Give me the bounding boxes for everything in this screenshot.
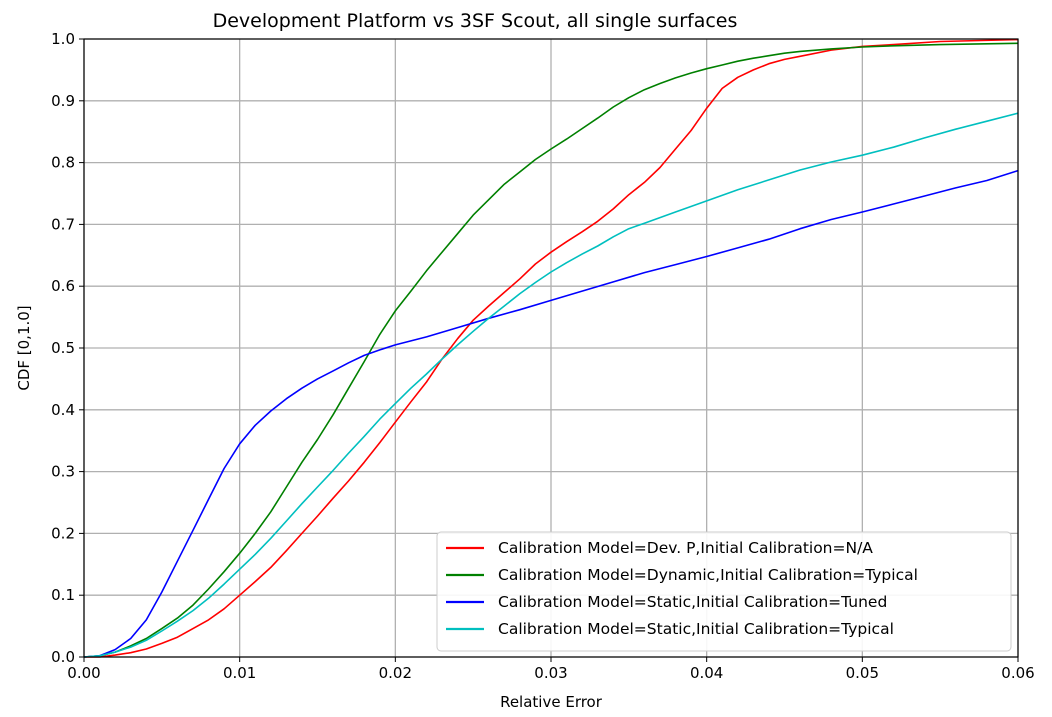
y-tick-label: 1.0 — [51, 30, 75, 48]
x-tick-label: 0.00 — [67, 664, 100, 682]
series-line-1 — [84, 38, 1019, 658]
y-tick-label: 0.1 — [51, 586, 75, 604]
y-axis-label: CDF [0,1.0] — [15, 305, 33, 390]
legend-entry: Calibration Model=Dev. P,Initial Calibra… — [498, 539, 873, 557]
y-tick-label: 0.6 — [51, 277, 75, 295]
series-line-2 — [83, 42, 1019, 658]
y-tick-label: 0.7 — [51, 215, 75, 233]
x-tick-label: 0.02 — [379, 664, 412, 682]
x-tick-label: 0.03 — [534, 664, 567, 682]
legend: Calibration Model=Dev. P,Initial Calibra… — [436, 531, 1012, 652]
series-lines — [83, 38, 1019, 658]
x-tick-label: 0.05 — [846, 664, 879, 682]
legend-box — [436, 531, 1012, 652]
x-axis-label: Relative Error — [500, 693, 603, 711]
chart-title: Development Platform vs 3SF Scout, all s… — [213, 10, 738, 32]
series-line-3 — [83, 169, 1019, 658]
legend-entry: Calibration Model=Static,Initial Calibra… — [498, 620, 894, 638]
legend-entry: Calibration Model=Dynamic,Initial Calibr… — [498, 566, 918, 584]
y-tick-label: 0.2 — [51, 524, 75, 542]
y-tick-label: 0.5 — [51, 339, 75, 357]
x-tick-label: 0.01 — [223, 664, 256, 682]
y-tick-label: 0.4 — [51, 401, 75, 419]
x-tick-label: 0.06 — [1001, 664, 1034, 682]
legend-entry: Calibration Model=Static,Initial Calibra… — [498, 593, 887, 611]
x-tick-label: 0.04 — [690, 664, 723, 682]
y-tick-label: 0.0 — [51, 648, 75, 666]
y-tick-label: 0.9 — [51, 92, 75, 110]
series-line-4 — [83, 112, 1019, 658]
axis-ticks: 0.00 0.01 0.02 0.03 0.04 0.05 0.06 0.0 0.1 0.2 0.3… — [51, 30, 1035, 682]
y-tick-label: 0.3 — [51, 463, 75, 481]
y-tick-label: 0.8 — [51, 154, 75, 172]
